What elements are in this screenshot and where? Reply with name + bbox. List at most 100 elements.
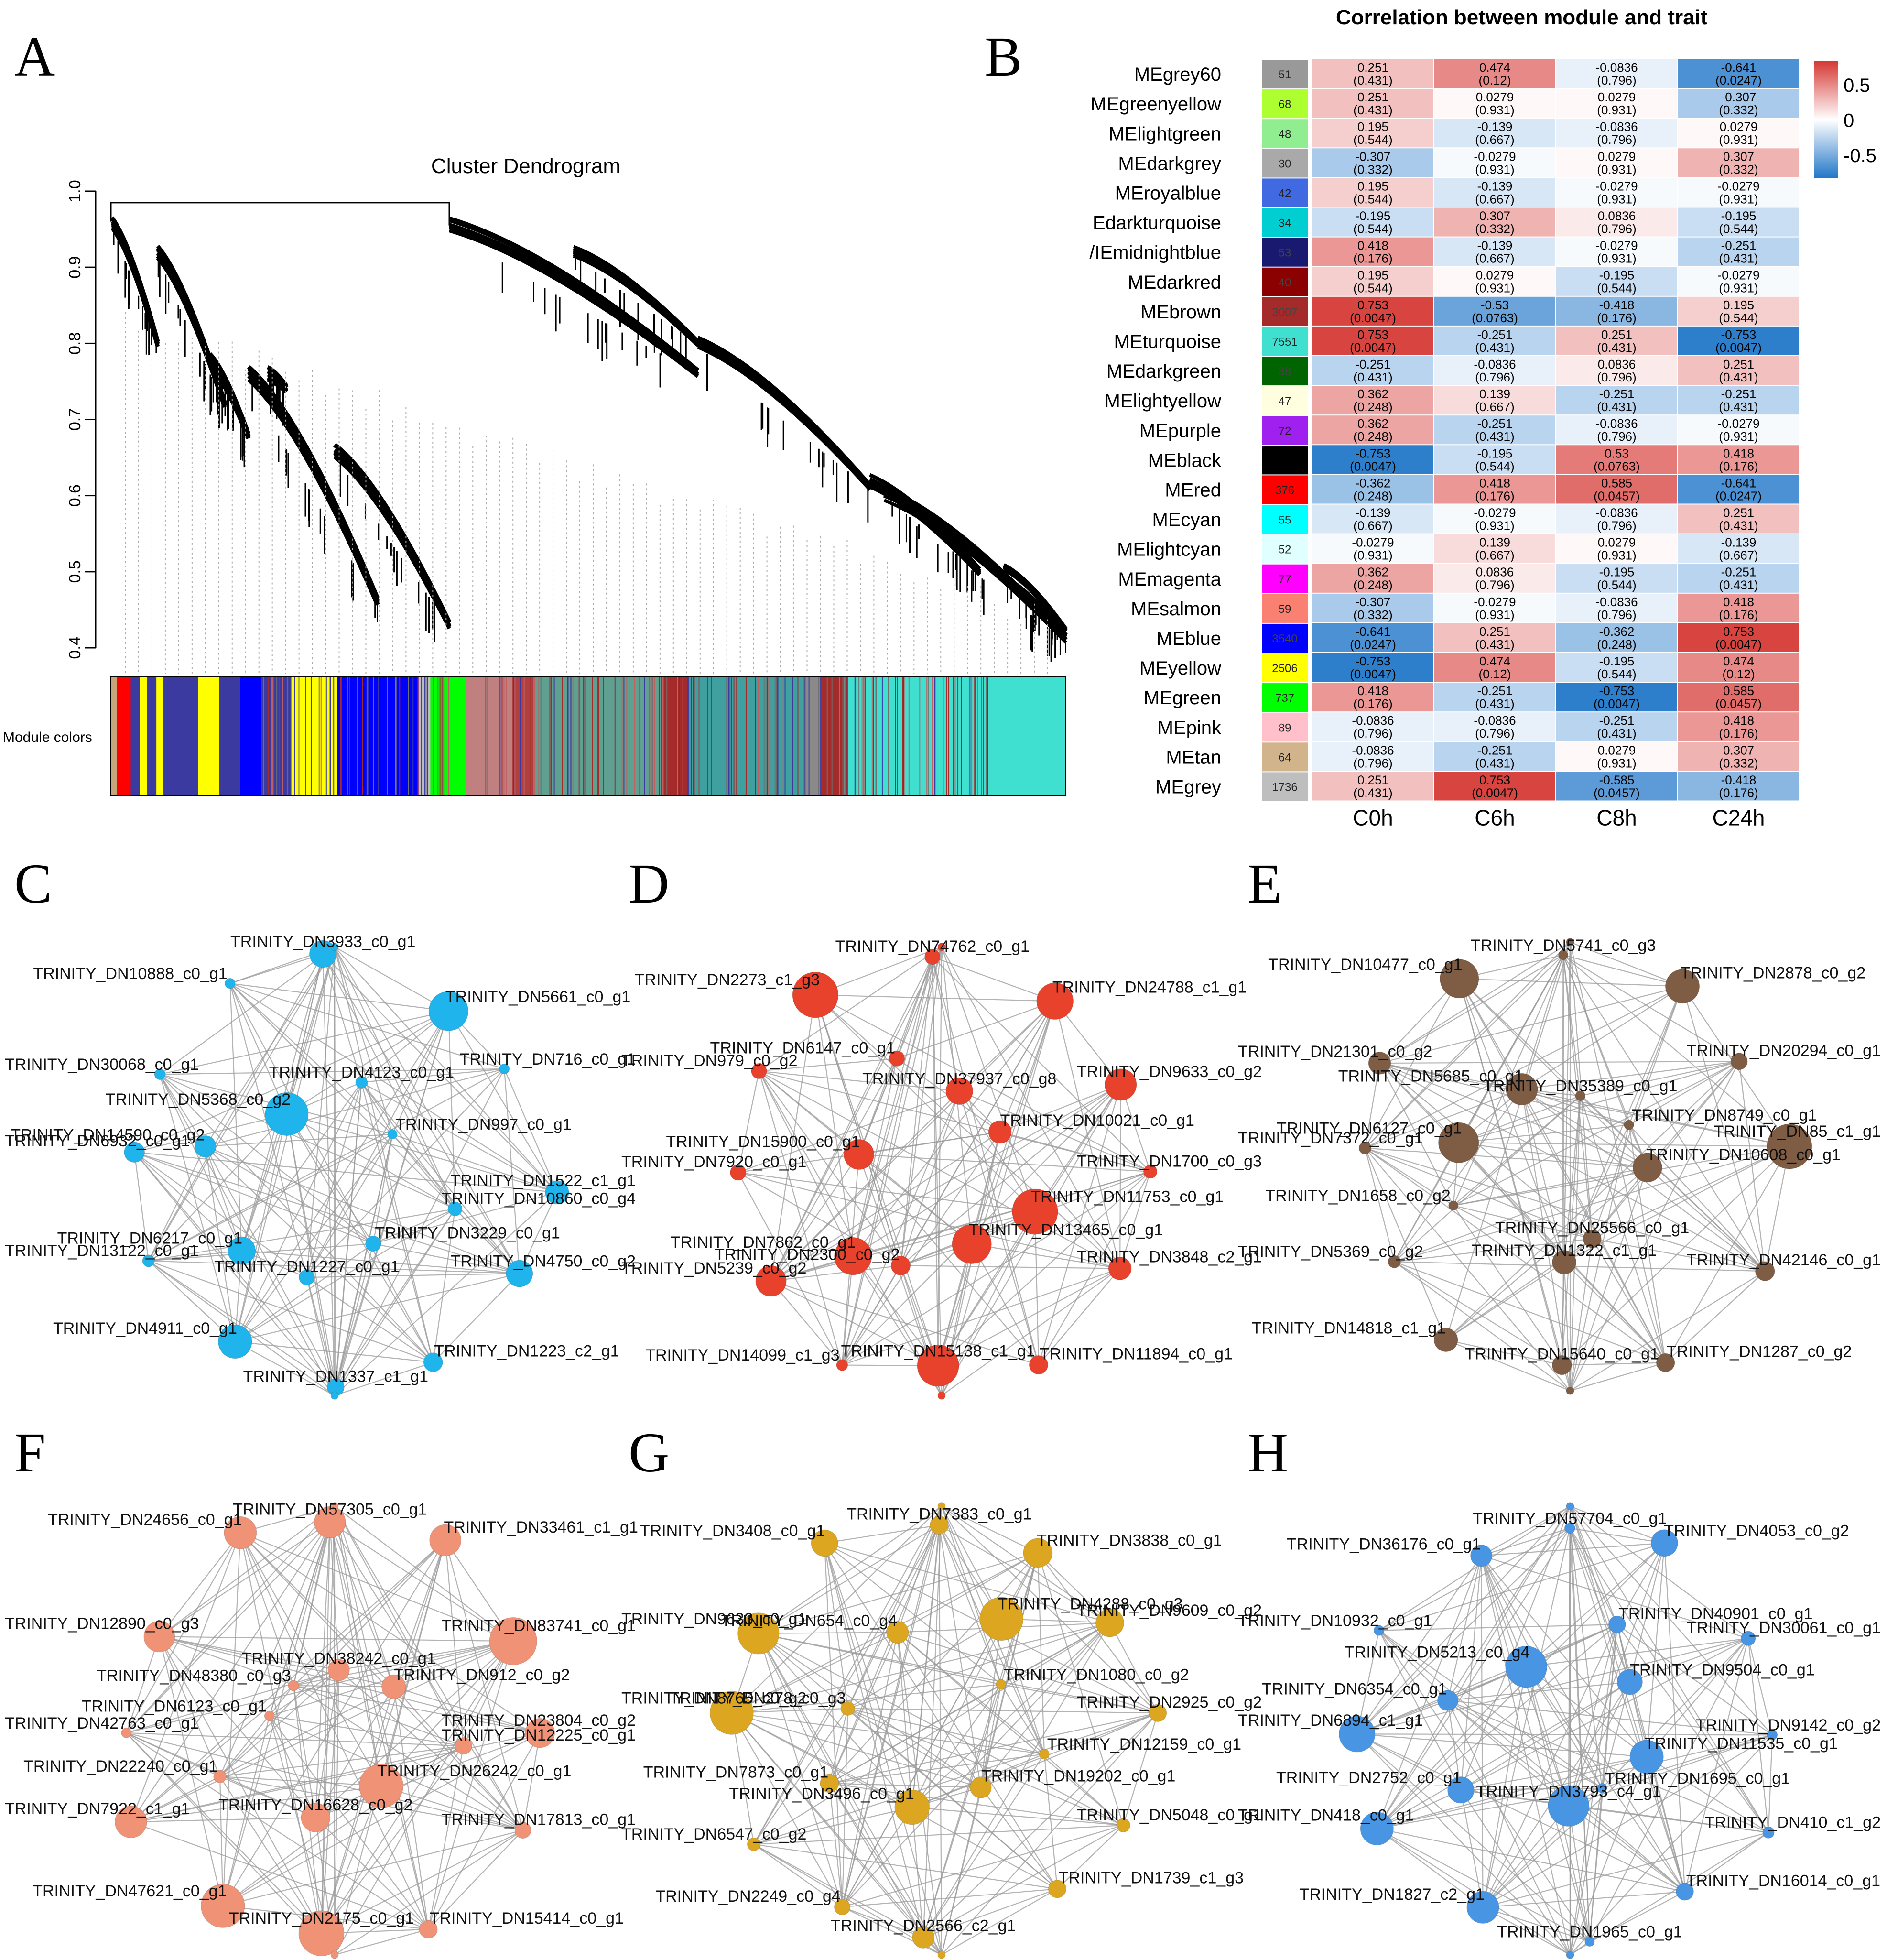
network-node [301, 1803, 331, 1832]
network-node [545, 1180, 569, 1205]
gene-label: TRINITY_DN9633_c0_g2 [1077, 1063, 1262, 1081]
gene-label: TRINITY_DN10477_c0_g1 [1268, 956, 1462, 974]
network-node [143, 1621, 175, 1653]
gene-label: TRINITY_DN7862_c0_g1 [671, 1233, 856, 1252]
gene-label: TRINITY_DN24788_c1_g1 [1052, 979, 1247, 997]
heatmap-cell [1312, 772, 1433, 801]
network-node [1767, 1730, 1778, 1741]
network-node [1650, 1529, 1678, 1557]
panel-label-e: E [1247, 852, 1282, 915]
correlation-value: -0.195 [1721, 209, 1757, 223]
gene-label: TRINITY_DN2878_c0_g2 [1681, 964, 1865, 982]
module-size: 1736 [1272, 781, 1297, 794]
gene-label: TRINITY_DN33461_c1_g1 [444, 1518, 638, 1536]
network-node [755, 1265, 787, 1297]
module-size: 7551 [1272, 336, 1297, 348]
correlation-value: -0.0836 [1595, 595, 1638, 609]
p-value: (0.431) [1353, 785, 1392, 800]
module-label: MEmagenta [1118, 569, 1221, 590]
heatmap-cell [1556, 504, 1677, 534]
gene-label: TRINITY_DN11535_c0_g1 [1645, 1734, 1838, 1753]
correlation-value: 0.418 [1479, 476, 1510, 490]
module-color-segment [290, 676, 337, 796]
network-node [330, 1950, 339, 1959]
network-node [937, 943, 946, 951]
network-node [834, 1898, 851, 1916]
module-color-segment [117, 676, 131, 796]
network-node [228, 1236, 256, 1265]
correlation-value: -0.251 [1477, 743, 1513, 757]
module-swatch [1262, 505, 1308, 534]
heatmap-cell [1556, 683, 1677, 712]
correlation-value: -0.195 [1599, 268, 1635, 283]
correlation-value: -0.753 [1356, 446, 1391, 460]
network-node [355, 1076, 368, 1089]
correlation-value: 0.139 [1479, 535, 1510, 550]
p-value: (0.431) [1353, 73, 1392, 87]
heatmap-cell [1434, 267, 1555, 296]
network-node [930, 1515, 949, 1535]
gene-label: TRINITY_DN5685_c0_g1 [1338, 1067, 1523, 1086]
module-color-segment [147, 676, 157, 796]
module-swatch [1262, 742, 1308, 772]
correlation-value: -0.0279 [1474, 595, 1516, 609]
network-edges [134, 946, 558, 1396]
network-node [1566, 1386, 1574, 1395]
correlation-value: 0.418 [1723, 446, 1754, 460]
network-node [1730, 1053, 1748, 1070]
p-value: (0.931) [1353, 548, 1392, 563]
network-edges [737, 946, 1151, 1396]
heatmap-cell [1312, 475, 1433, 504]
p-value: (0.176) [1719, 726, 1758, 740]
correlation-value: -0.585 [1599, 773, 1635, 787]
gene-label: TRINITY_DN6894_c1_g1 [1238, 1711, 1423, 1730]
heatmap-cell [1678, 59, 1799, 88]
module-label: MElightyellow [1104, 391, 1221, 412]
heatmap-cell [1678, 356, 1799, 385]
gene-label: TRINITY_DN13465_c0_g1 [969, 1221, 1163, 1239]
p-value: (0.431) [1475, 697, 1514, 711]
module-size: 38 [1279, 365, 1291, 378]
heatmap-cell [1556, 445, 1677, 474]
heatmap-cell [1434, 356, 1555, 385]
network-node [1149, 1704, 1167, 1722]
gene-label: TRINITY_DN16014_c0_g1 [1686, 1872, 1880, 1890]
module-color-segment [240, 676, 262, 796]
gene-label: TRINITY_DN23804_c0_g2 [442, 1711, 636, 1730]
network-node [1023, 1538, 1053, 1568]
p-value: (0.931) [1597, 756, 1636, 770]
gene-label: TRINITY_DN11753_c0_g1 [1030, 1187, 1224, 1206]
heatmap-cell [1434, 475, 1555, 504]
heatmap-cell [1556, 386, 1677, 415]
module-swatch [1262, 178, 1308, 207]
dendrogram-branch [208, 352, 251, 468]
heatmap-cell [1312, 267, 1433, 296]
correlation-value: -0.641 [1356, 624, 1391, 639]
correlation-value: 0.585 [1601, 476, 1632, 490]
module-swatch [1262, 119, 1308, 148]
network-node [381, 1674, 406, 1699]
module-label: MEred [1165, 479, 1221, 501]
network-node [428, 991, 469, 1031]
p-value: (0.431) [1597, 400, 1636, 414]
module-color-segment [465, 676, 512, 796]
color-bar-frame [110, 676, 1066, 796]
p-value: (0.667) [1475, 251, 1514, 266]
heatmap-cell [1678, 415, 1799, 445]
p-value: (0.0047) [1350, 340, 1396, 355]
network-node [1575, 1090, 1586, 1101]
correlation-value: 0.195 [1723, 298, 1754, 312]
module-swatch [1262, 297, 1308, 326]
dendrogram-title: Cluster Dendrogram [431, 154, 620, 178]
heatmap-cell [1312, 59, 1433, 88]
gene-label: TRINITY_DN7922_c1_g1 [5, 1800, 190, 1818]
module-color-segment [198, 676, 220, 796]
network-node [996, 1679, 1007, 1690]
network-node [142, 1254, 155, 1267]
gene-label: TRINITY_DN1827_c2_g1 [1299, 1885, 1484, 1904]
module-label: MEsalmon [1131, 599, 1221, 620]
network-node [1566, 938, 1574, 947]
correlation-value: -0.0279 [1595, 179, 1638, 193]
heatmap-cell [1312, 593, 1433, 622]
